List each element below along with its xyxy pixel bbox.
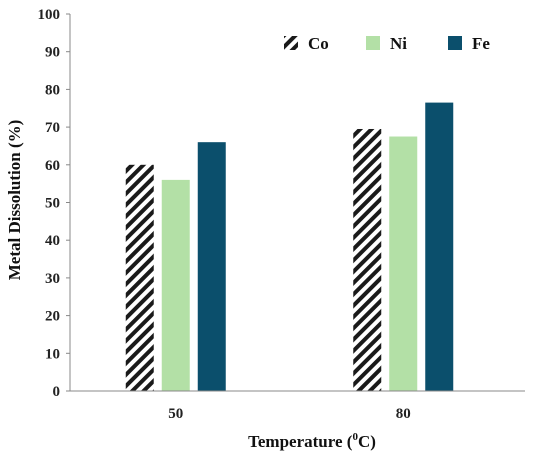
y-axis-ticks: 0 10 20 30 40 50 60 70 80 90 100 [38,7,70,400]
bars-group [125,102,454,392]
y-tick-label: 90 [45,45,60,61]
y-tick-label: 50 [45,196,60,212]
legend-swatch-ni [366,36,380,50]
x-axis-title: Temperature (0C) [248,431,376,451]
bar-co-50 [125,164,154,391]
y-axis-title: Metal Dissolution (%) [5,120,24,281]
legend-label-co: Co [308,34,329,53]
bar-co-80 [353,128,382,392]
legend-swatch-co [284,36,298,50]
y-tick-label: 100 [38,7,61,23]
x-axis-title-end: C) [358,432,376,451]
x-axis-title-superscript: 0 [352,431,358,443]
bar-fe-50 [197,142,226,391]
bar-ni-80 [389,136,418,391]
legend: Co Ni Fe [284,34,490,53]
bar-ni-50 [161,179,190,391]
x-tick-label: 80 [396,406,411,422]
y-tick-label: 70 [45,120,60,136]
x-axis-title-main: Temperature ( [248,432,353,451]
y-tick-label: 40 [45,233,60,249]
y-tick-label: 10 [45,346,60,362]
bar-fe-80 [425,102,454,391]
y-tick-label: 0 [53,384,61,400]
legend-swatch-fe [448,36,462,50]
legend-label-ni: Ni [390,34,407,53]
legend-label-fe: Fe [472,34,490,53]
y-tick-label: 60 [45,158,60,174]
x-axis-ticks: 50 80 [168,406,411,422]
y-tick-label: 80 [45,82,60,98]
y-tick-label: 20 [45,309,60,325]
x-tick-label: 50 [168,406,183,422]
y-tick-label: 30 [45,271,60,287]
